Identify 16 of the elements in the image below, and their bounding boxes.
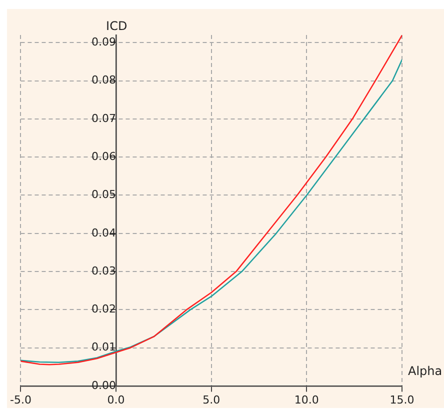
y-tick-label: 0.03 (92, 264, 116, 278)
x-tick-label: 5.0 (202, 393, 220, 406)
x-axis-title: Alpha (408, 364, 442, 378)
y-tick-label: 0.06 (92, 150, 116, 163)
y-tick-label: 0.04 (92, 226, 116, 240)
y-tick-label: 0.02 (92, 302, 116, 316)
y-tick-label: 0.01 (92, 340, 116, 354)
y-tick-label: 0.07 (92, 112, 116, 125)
x-tick-label: 10.0 (294, 393, 319, 406)
y-axis-title: ICD (106, 19, 128, 34)
y-tick-label: 0.08 (92, 74, 116, 87)
y-tick-label: 0.05 (92, 188, 116, 202)
y-tick-label: 0.09 (92, 35, 116, 48)
x-tick-label: -5.0 (10, 393, 32, 406)
x-tick-label: 0.0 (107, 393, 125, 406)
x-tick-label: 15.0 (390, 393, 414, 406)
